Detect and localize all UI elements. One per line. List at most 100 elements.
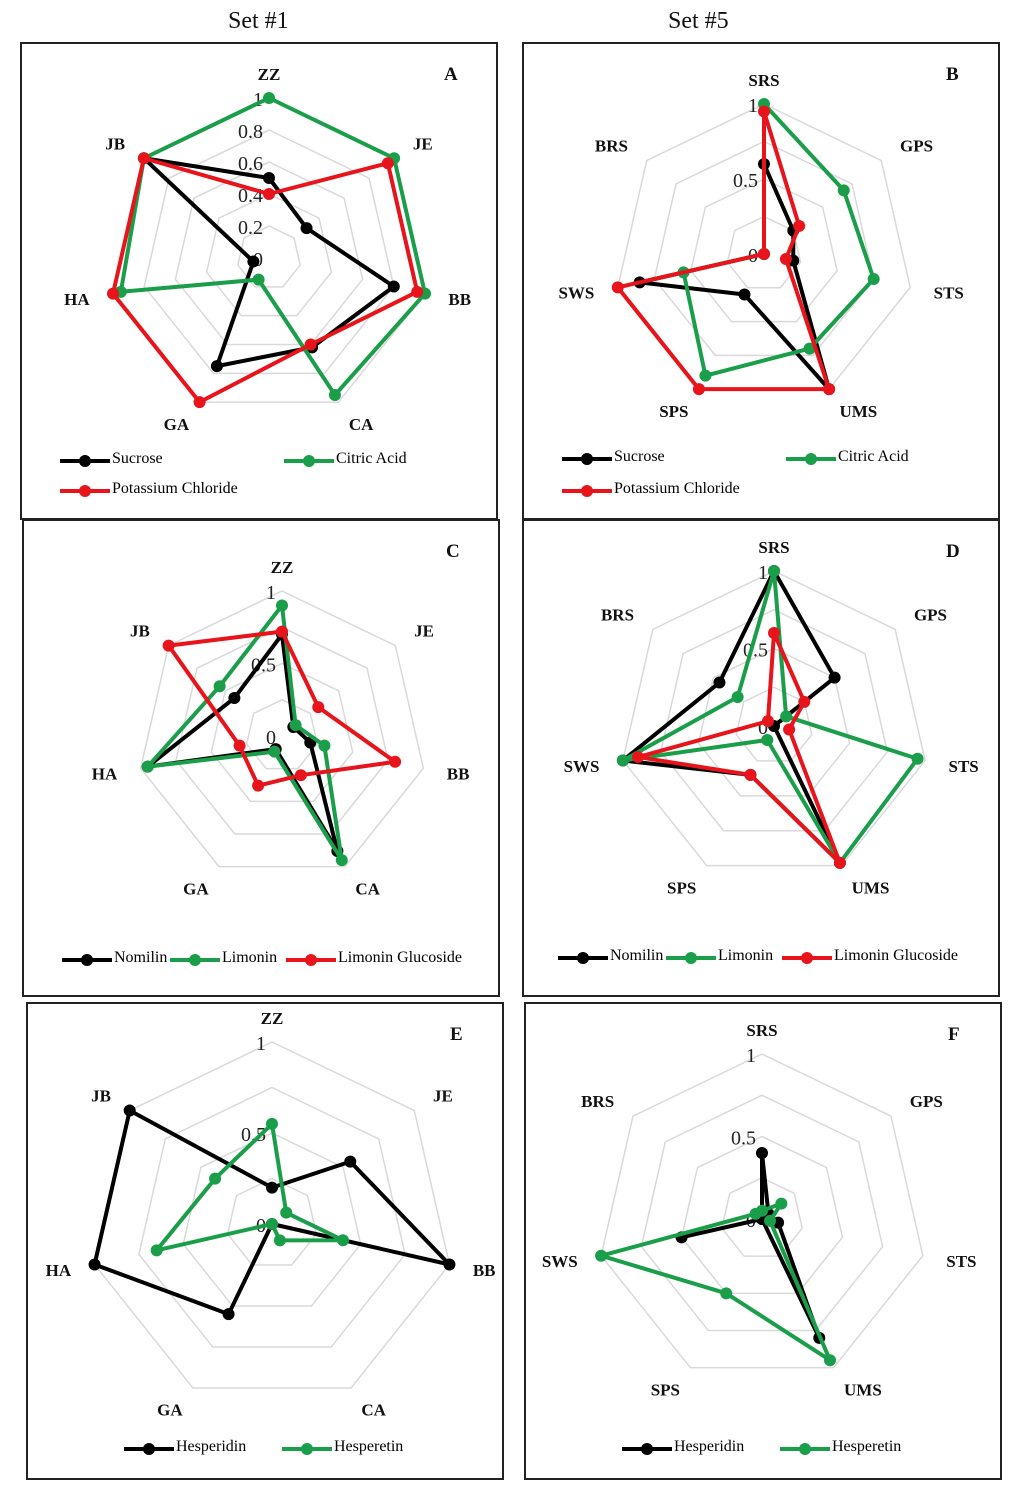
data-point-potassium-chloride-zz [263, 188, 275, 200]
category-label-sps: SPS [651, 1380, 680, 1399]
data-point-limonin-brs [731, 691, 744, 704]
legend-label: Hesperidin [674, 1438, 745, 1455]
grid-ring [659, 608, 889, 832]
category-label-bb: BB [448, 290, 471, 309]
legend-marker [685, 952, 697, 964]
data-point-potassium-chloride-gps [793, 219, 806, 232]
data-point-hesperetin-jb [209, 1172, 222, 1185]
category-label-ga: GA [183, 879, 209, 898]
radial-tick-label: 0.5 [731, 1128, 756, 1150]
data-point-limonin-glucoside-ums [833, 856, 846, 869]
data-point-hesperetin-zz [266, 1117, 278, 1130]
data-point-limonin-glucoside-srs [768, 627, 780, 639]
radar-panel-f: 0 0.5 1 SRS GPS STS UMS SPS SWS BRS F Hesperidin Hes… [524, 1002, 1002, 1480]
legend-label: Nomilin [114, 949, 168, 966]
data-point-potassium-chloride-srs [758, 105, 770, 118]
radial-tick-label: 1 [758, 562, 768, 584]
data-point-hesperidin-srs [756, 1147, 768, 1159]
radial-tick-label: 0 [266, 727, 276, 749]
data-point-limonin-ca [335, 854, 348, 867]
category-label-gps: GPS [914, 605, 947, 624]
data-point-hesperetin-sts [764, 1214, 777, 1227]
data-point-limonin-glucoside-je [312, 701, 325, 714]
radial-tick-label: 0.8 [238, 121, 263, 143]
legend-item: Hesperetin [282, 1438, 482, 1462]
set-title-5: Set #5 [668, 8, 729, 34]
legend-item: Hesperetin [780, 1438, 980, 1462]
series-line-sucrose [141, 156, 396, 369]
grid-ring [138, 1086, 406, 1348]
legend-item: Hesperidin [124, 1438, 294, 1462]
data-point-nomilin-gps [828, 671, 841, 684]
data-point-hesperetin-ums [824, 1354, 837, 1367]
legend-item: Nomilin [62, 949, 212, 973]
legend-marker [305, 954, 317, 966]
data-point-nomilin-jb [228, 692, 241, 705]
category-label-ha: HA [64, 290, 90, 309]
data-point-citric-acid-sts [867, 273, 880, 286]
series-line-limonin-glucoside [635, 631, 842, 865]
data-point-limonin-zz [276, 599, 288, 612]
grid-ring [245, 698, 319, 770]
category-label-je: JE [414, 622, 434, 641]
category-label-ha: HA [46, 1261, 72, 1280]
category-label-ca: CA [349, 415, 374, 434]
category-label-zz: ZZ [261, 1009, 284, 1028]
legend-item: Potassium Chloride [60, 480, 320, 504]
category-label-brs: BRS [581, 1092, 614, 1111]
grid-ring [139, 590, 425, 868]
legend-marker [301, 1443, 313, 1455]
data-point-limonin-glucoside-sps [744, 768, 757, 781]
category-label-ga: GA [164, 415, 190, 434]
grid-ring [236, 225, 302, 288]
category-label-sps: SPS [667, 878, 696, 897]
legend-label: Potassium Chloride [614, 480, 740, 497]
legend-item: Hesperidin [622, 1438, 792, 1462]
grid-ring [143, 129, 395, 375]
data-point-limonin-glucoside-ga [252, 779, 265, 792]
data-point-sucrose-je [300, 222, 313, 235]
radial-tick-label: 0.5 [733, 170, 758, 192]
series-line-hesperetin [154, 1121, 345, 1253]
data-point-hesperetin-ha [150, 1244, 163, 1257]
category-label-bb: BB [447, 765, 470, 784]
category-label-ums: UMS [844, 1380, 882, 1399]
radar-panel-b: 0 0.5 1 SRS GPS STS UMS SPS SWS BRS B Sucrose Citric… [522, 42, 1000, 520]
data-point-hesperetin-brs [749, 1207, 762, 1220]
data-point-potassium-chloride-ga [193, 396, 206, 409]
grid-ring [720, 1176, 804, 1257]
category-label-srs: SRS [748, 71, 779, 90]
category-label-sws: SWS [564, 757, 600, 776]
data-point-citric-acid-sps [699, 369, 712, 382]
legend-item: Sucrose [60, 450, 290, 474]
legend-item: Nomilin [558, 947, 708, 971]
legend-label: Hesperidin [176, 1438, 247, 1455]
series-line-potassium-chloride [111, 156, 420, 405]
radial-tick-label: 1 [253, 89, 263, 111]
radial-tick-label: 1 [746, 1045, 756, 1067]
legend-label: Limonin Glucoside [834, 947, 958, 964]
category-label-gps: GPS [910, 1092, 943, 1111]
grid-ring [640, 1094, 884, 1332]
category-label-sts: STS [949, 757, 979, 776]
data-point-limonin-srs [768, 565, 780, 577]
data-point-hesperetin-ga [266, 1218, 278, 1230]
data-point-limonin-glucoside-ca [294, 769, 307, 782]
data-point-limonin-sps [761, 733, 774, 746]
radial-tick-label: 0.5 [241, 1124, 266, 1146]
legend-marker [577, 952, 589, 964]
category-label-bb: BB [473, 1261, 496, 1280]
category-label-ums: UMS [839, 402, 877, 421]
data-point-limonin-ga [268, 745, 281, 758]
data-point-potassium-chloride-sts [779, 253, 792, 266]
data-point-limonin-glucoside-brs [761, 715, 774, 728]
category-label-sps: SPS [659, 402, 688, 421]
data-point-potassium-chloride-sws [611, 281, 624, 294]
category-label-jb: JB [91, 1087, 111, 1106]
data-point-limonin-glucoside-bb [389, 755, 402, 768]
data-point-citric-acid-ca [328, 388, 341, 401]
legend-item: Limonin Glucoside [782, 947, 982, 971]
data-point-nomilin-brs [713, 676, 726, 689]
legend-label: Citric Acid [336, 450, 407, 467]
